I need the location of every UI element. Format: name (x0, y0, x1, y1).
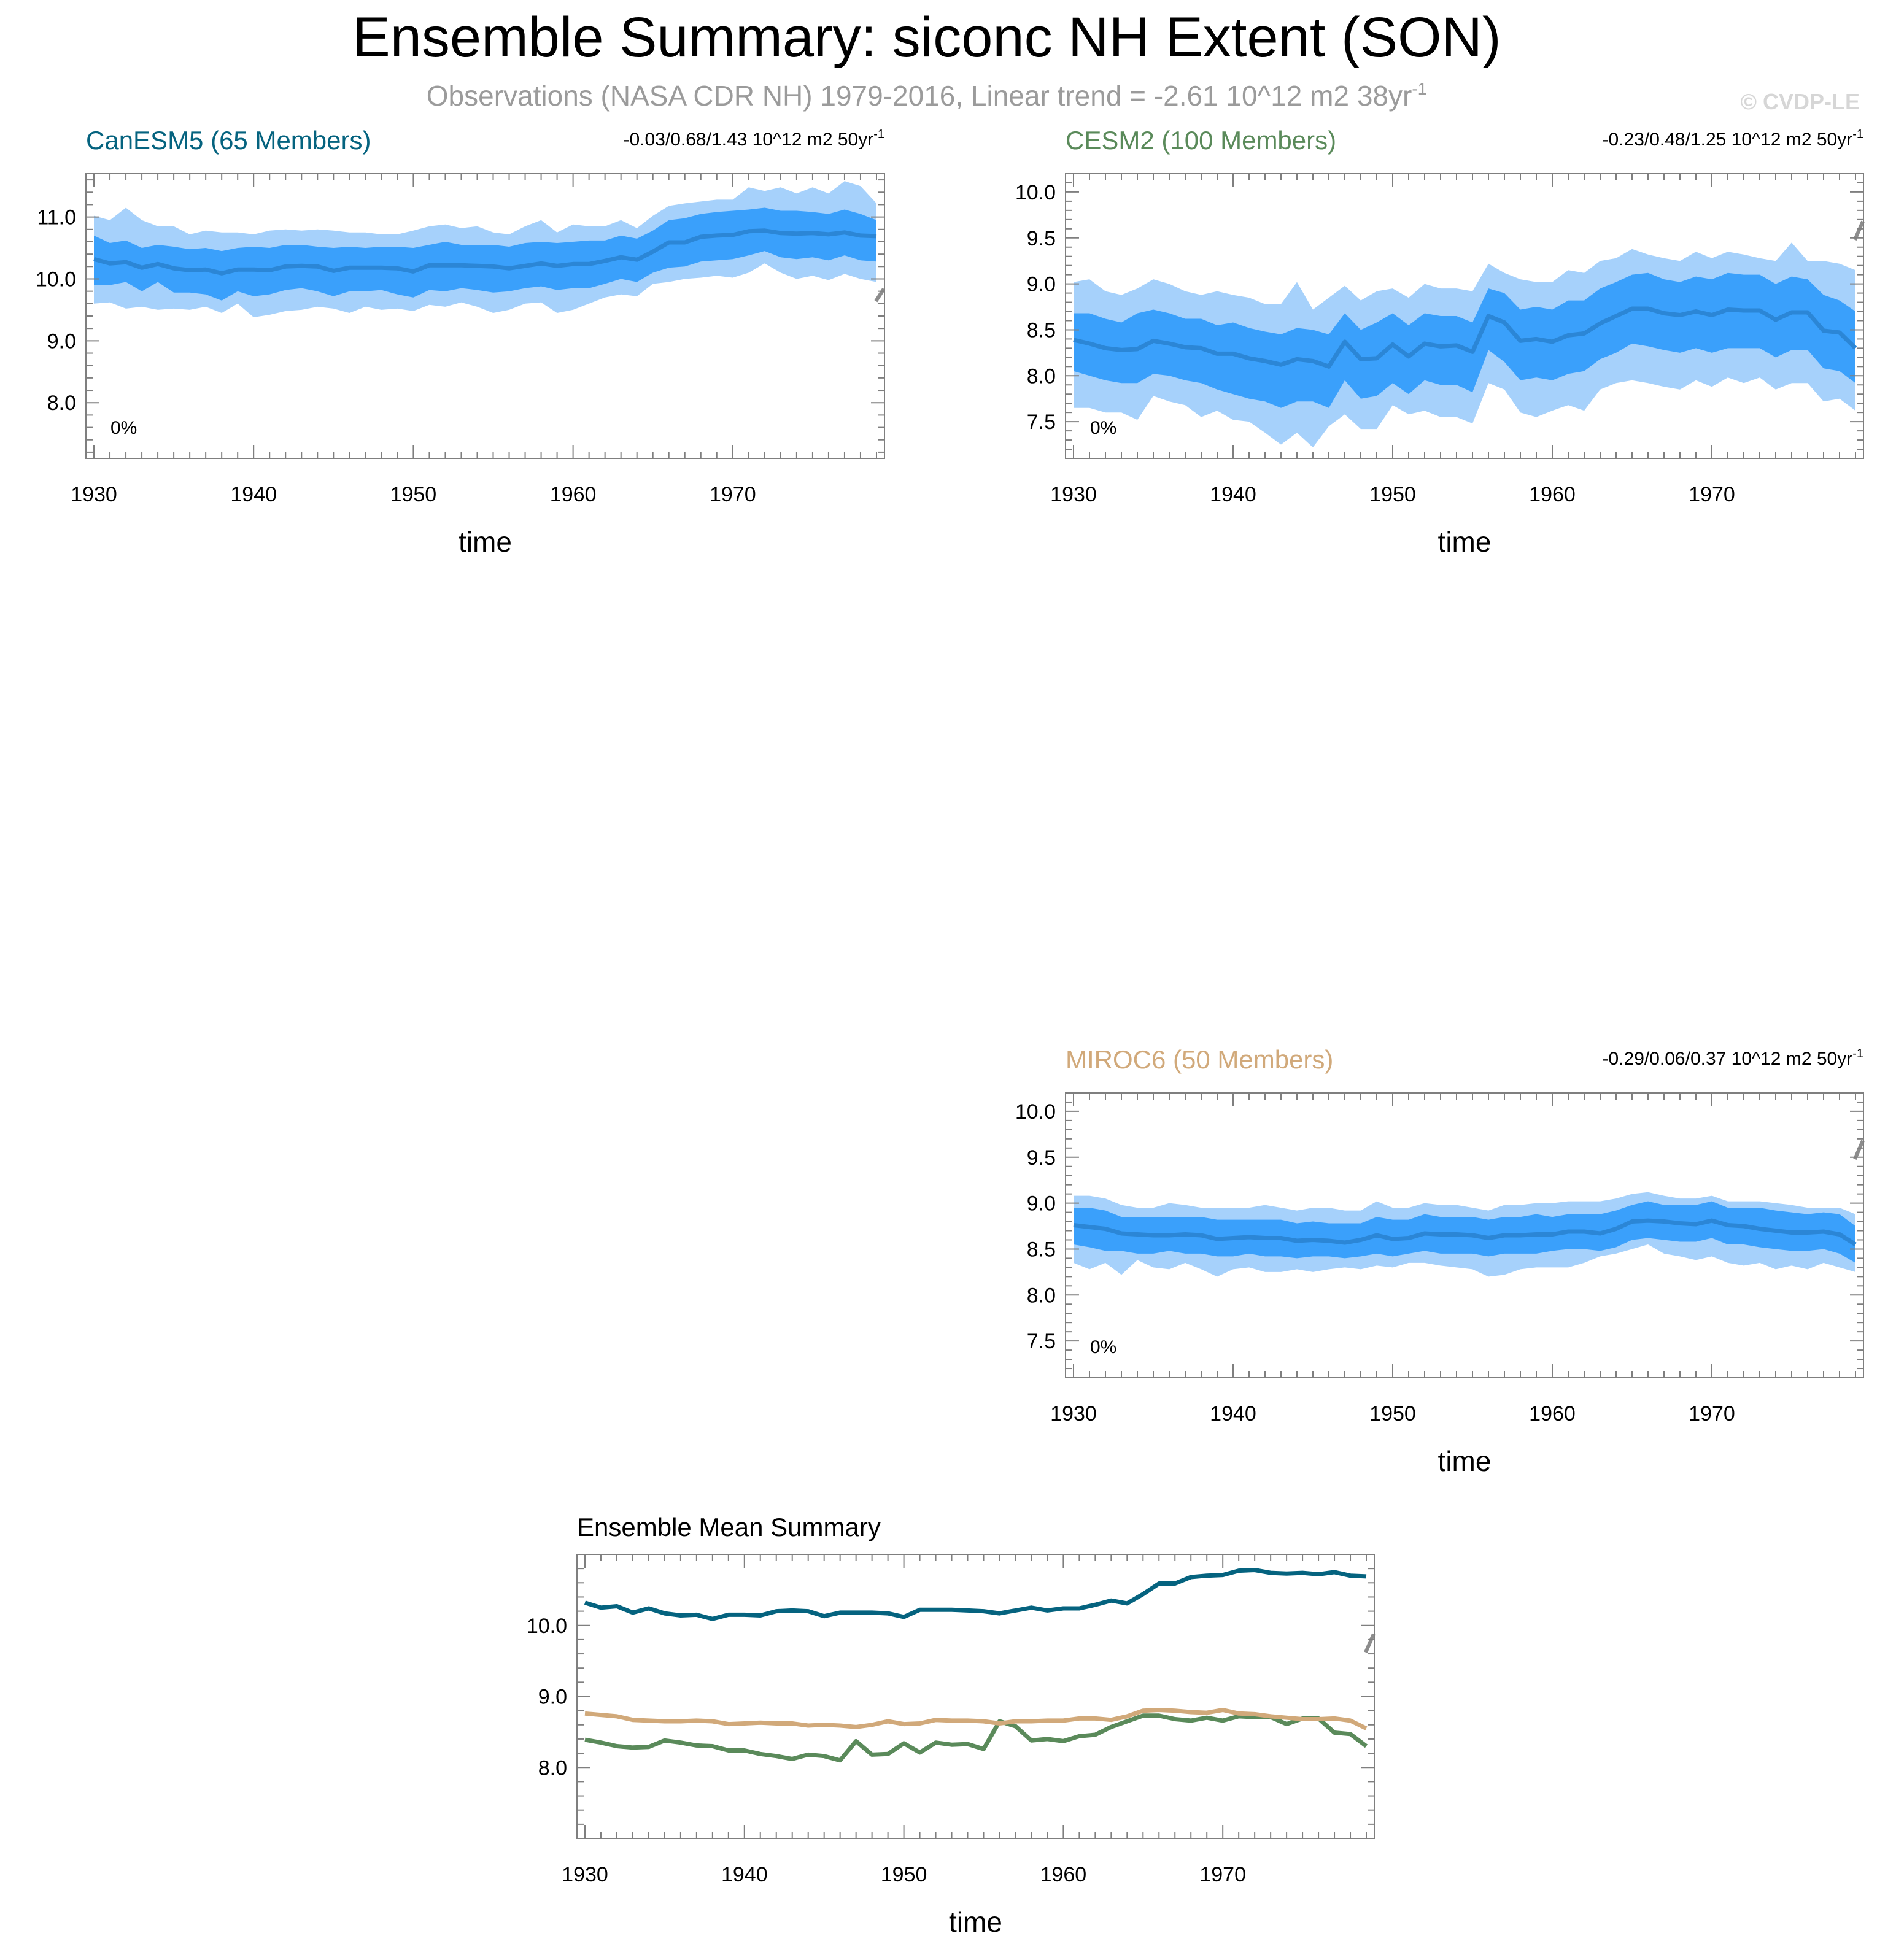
x-tick-label: 1930 (562, 1863, 608, 1886)
y-tick-label: 9.0 (538, 1686, 567, 1709)
figure-subtitle-sup: -1 (1412, 79, 1427, 98)
y-tick-label: 9.0 (1027, 1192, 1056, 1216)
plot-frame (1065, 1092, 1864, 1378)
y-tick-label: 7.5 (1027, 411, 1056, 434)
panel-miroc6: 1930 1940 1950 1960 1970 7.5 8.0 8.5 9.0 9.5 10.0 t… (1015, 1045, 1865, 1477)
panel-stats: -0.23/0.48/1.25 10^12 m2 50yr-1 (1603, 128, 1863, 150)
y-tick-label: 8.0 (1027, 1284, 1056, 1307)
y-tick-label: 9.0 (1027, 273, 1056, 296)
percent-label: 0% (1090, 418, 1116, 438)
x-axis-label: time (1438, 1445, 1492, 1477)
panel-title: CESM2 (100 Members) (1066, 126, 1336, 155)
panel-stats: -0.29/0.06/0.37 10^12 m2 50yr-1 (1603, 1047, 1863, 1069)
panel-summary: 1930 1940 1950 1960 1970 8.0 9.0 10.0 time Ensemb… (527, 1513, 1376, 1938)
x-tick-label: 1960 (1040, 1863, 1087, 1886)
plot-frame (1065, 173, 1864, 459)
panel-title: CanESM5 (65 Members) (86, 126, 371, 155)
x-tick-label: 1930 (1050, 483, 1097, 506)
ensemble-mean-line (1073, 1218, 1857, 1246)
panel-stats-sup: -1 (873, 128, 884, 141)
y-tick-label: 10.0 (36, 268, 76, 291)
x-tick-label: 1960 (1529, 483, 1576, 506)
percent-label: 0% (1090, 1337, 1116, 1357)
plot-area (577, 1554, 1374, 1838)
x-tick-label: 1970 (1689, 483, 1735, 506)
obs-trend-mark (1853, 220, 1865, 241)
panel-stats-sup: -1 (1852, 1047, 1863, 1060)
ensemble-10-90-band (1074, 272, 1855, 408)
panel-stats-sup: -1 (1852, 128, 1863, 141)
x-tick-label: 1940 (721, 1863, 768, 1886)
obs-trend-mark (1853, 1140, 1865, 1160)
panel-canesm5: 1930 1940 1950 1960 1970 8.0 9.0 10.0 11.0 time Ca… (36, 126, 886, 558)
y-tick-label: 10.0 (527, 1615, 567, 1638)
y-tick-label: 8.0 (1027, 365, 1056, 388)
x-axis-label: time (949, 1906, 1002, 1938)
x-tick-label: 1950 (1369, 1402, 1416, 1426)
x-tick-label: 1950 (881, 1863, 927, 1886)
panel-stats: -0.03/0.68/1.43 10^12 m2 50yr-1 (624, 128, 884, 150)
figure-subtitle-main: Observations (NASA CDR NH) 1979-2016, Li… (427, 80, 1412, 112)
ensemble-10-90-band (1074, 1201, 1855, 1263)
y-tick-label: 11.0 (37, 206, 76, 230)
y-tick-label: 10.0 (1015, 181, 1056, 204)
panel-title: Ensemble Mean Summary (577, 1513, 881, 1541)
summary-line-cesm2 (584, 1713, 1368, 1763)
summary-line-canesm5 (584, 1568, 1367, 1621)
y-tick-label: 7.5 (1027, 1330, 1056, 1353)
x-tick-label: 1970 (1199, 1863, 1246, 1886)
panel-cesm2: 1930 1940 1950 1960 1970 7.5 8.0 8.5 9.0 9.5 10.0 t… (1015, 126, 1865, 558)
x-tick-label: 1940 (1210, 1402, 1256, 1426)
y-tick-label: 8.0 (538, 1756, 567, 1780)
x-tick-label: 1970 (1689, 1402, 1735, 1426)
x-axis-label: time (459, 526, 512, 558)
x-tick-label: 1960 (550, 483, 597, 506)
y-tick-label: 9.5 (1027, 1146, 1056, 1170)
panel-stats-main: -0.29/0.06/0.37 10^12 m2 50yr (1603, 1049, 1853, 1069)
figure-title: Ensemble Summary: siconc NH Extent (SON) (352, 6, 1501, 69)
figure-subtitle: Observations (NASA CDR NH) 1979-2016, Li… (427, 79, 1427, 112)
x-tick-label: 1940 (230, 483, 277, 506)
percent-label: 0% (110, 418, 137, 438)
x-tick-label: 1940 (1210, 483, 1256, 506)
x-tick-label: 1930 (1050, 1402, 1097, 1426)
x-tick-label: 1960 (1529, 1402, 1576, 1426)
obs-trend-mark (1364, 1633, 1376, 1653)
x-axis-label: time (1438, 526, 1492, 558)
panel-title: MIROC6 (50 Members) (1066, 1045, 1333, 1074)
y-tick-label: 8.5 (1027, 1238, 1056, 1261)
x-tick-label: 1930 (71, 483, 117, 506)
ensemble-10-90-band (94, 207, 876, 301)
y-tick-label: 9.5 (1027, 227, 1056, 250)
panel-stats-main: -0.23/0.48/1.25 10^12 m2 50yr (1603, 129, 1853, 150)
ensemble-mean-line (1073, 306, 1857, 369)
x-tick-label: 1950 (390, 483, 437, 506)
x-tick-label: 1970 (710, 483, 756, 506)
ensemble-mean-line (93, 228, 877, 276)
copyright-label: © CVDP-LE (1740, 89, 1860, 114)
summary-line-miroc6 (584, 1708, 1368, 1730)
x-tick-label: 1950 (1369, 483, 1416, 506)
y-tick-label: 8.0 (47, 392, 76, 415)
y-tick-label: 9.0 (47, 330, 76, 353)
panel-stats-main: -0.03/0.68/1.43 10^12 m2 50yr (624, 129, 874, 150)
y-tick-label: 10.0 (1015, 1100, 1056, 1124)
y-tick-label: 8.5 (1027, 318, 1056, 342)
